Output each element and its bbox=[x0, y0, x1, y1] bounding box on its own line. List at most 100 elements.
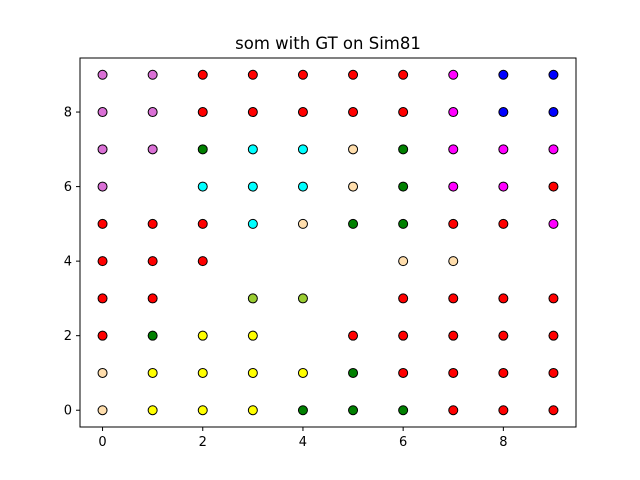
data-point bbox=[398, 405, 409, 416]
data-point bbox=[448, 367, 459, 378]
data-point bbox=[348, 330, 359, 341]
data-point bbox=[548, 218, 559, 229]
data-point bbox=[398, 218, 409, 229]
data-point bbox=[548, 405, 559, 416]
data-point bbox=[247, 144, 258, 155]
data-point bbox=[548, 69, 559, 80]
data-point bbox=[398, 330, 409, 341]
data-point bbox=[548, 107, 559, 118]
chart-title: som with GT on Sim81 bbox=[235, 34, 421, 53]
data-point bbox=[448, 218, 459, 229]
data-point bbox=[197, 256, 208, 267]
axes-frame bbox=[79, 57, 577, 428]
data-point bbox=[548, 330, 559, 341]
data-point bbox=[348, 218, 359, 229]
data-point bbox=[97, 330, 108, 341]
data-point bbox=[548, 144, 559, 155]
data-point bbox=[398, 144, 409, 155]
data-point bbox=[498, 330, 509, 341]
y-tick-label: 0 bbox=[64, 404, 72, 419]
data-point bbox=[498, 405, 509, 416]
x-tick-label: 0 bbox=[98, 435, 106, 450]
data-point bbox=[97, 367, 108, 378]
y-tick-label: 8 bbox=[64, 106, 72, 121]
data-point bbox=[348, 69, 359, 80]
data-point bbox=[197, 405, 208, 416]
data-point bbox=[498, 293, 509, 304]
data-point bbox=[297, 218, 308, 229]
data-point bbox=[97, 181, 108, 192]
data-point bbox=[448, 405, 459, 416]
data-point bbox=[147, 256, 158, 267]
data-point bbox=[247, 69, 258, 80]
data-point bbox=[448, 330, 459, 341]
data-point bbox=[297, 405, 308, 416]
data-point bbox=[297, 293, 308, 304]
data-point bbox=[348, 181, 359, 192]
data-point bbox=[97, 405, 108, 416]
points-layer bbox=[97, 69, 559, 416]
data-point bbox=[247, 293, 258, 304]
data-point bbox=[448, 293, 459, 304]
data-point bbox=[197, 144, 208, 155]
data-point bbox=[398, 181, 409, 192]
data-point bbox=[97, 293, 108, 304]
data-point bbox=[448, 144, 459, 155]
data-point bbox=[398, 367, 409, 378]
ticks-layer: 0 2 4 6 8 0 2 4 6 8 bbox=[64, 106, 508, 450]
data-point bbox=[498, 144, 509, 155]
data-point bbox=[147, 144, 158, 155]
data-point bbox=[197, 107, 208, 118]
data-point bbox=[147, 330, 158, 341]
y-tick-label: 2 bbox=[64, 329, 72, 344]
data-point bbox=[247, 107, 258, 118]
data-point bbox=[147, 218, 158, 229]
x-tick-label: 8 bbox=[499, 435, 507, 450]
x-tick-label: 6 bbox=[399, 435, 407, 450]
data-point bbox=[297, 181, 308, 192]
data-point bbox=[147, 107, 158, 118]
data-point bbox=[147, 367, 158, 378]
data-point bbox=[498, 218, 509, 229]
data-point bbox=[348, 367, 359, 378]
y-tick-label: 6 bbox=[64, 180, 72, 195]
data-point bbox=[498, 69, 509, 80]
data-point bbox=[97, 144, 108, 155]
data-point bbox=[247, 181, 258, 192]
y-tick-label: 4 bbox=[64, 255, 72, 270]
data-point bbox=[97, 218, 108, 229]
data-point bbox=[448, 107, 459, 118]
data-point bbox=[498, 367, 509, 378]
data-point bbox=[297, 367, 308, 378]
data-point bbox=[247, 330, 258, 341]
data-point bbox=[147, 69, 158, 80]
data-point bbox=[247, 405, 258, 416]
data-point bbox=[548, 293, 559, 304]
data-point bbox=[398, 69, 409, 80]
data-point bbox=[348, 107, 359, 118]
data-point bbox=[197, 218, 208, 229]
data-point bbox=[247, 218, 258, 229]
data-point bbox=[297, 144, 308, 155]
data-point bbox=[448, 256, 459, 267]
data-point bbox=[448, 181, 459, 192]
data-point bbox=[97, 107, 108, 118]
x-tick-label: 2 bbox=[199, 435, 207, 450]
data-point bbox=[398, 256, 409, 267]
data-point bbox=[548, 181, 559, 192]
data-point bbox=[147, 293, 158, 304]
data-point bbox=[247, 367, 258, 378]
data-point bbox=[498, 107, 509, 118]
data-point bbox=[348, 144, 359, 155]
data-point bbox=[97, 69, 108, 80]
x-tick-label: 4 bbox=[299, 435, 307, 450]
data-point bbox=[448, 69, 459, 80]
data-point bbox=[398, 107, 409, 118]
data-point bbox=[197, 69, 208, 80]
data-point bbox=[147, 405, 158, 416]
data-point bbox=[398, 293, 409, 304]
data-point bbox=[197, 181, 208, 192]
data-point bbox=[548, 367, 559, 378]
